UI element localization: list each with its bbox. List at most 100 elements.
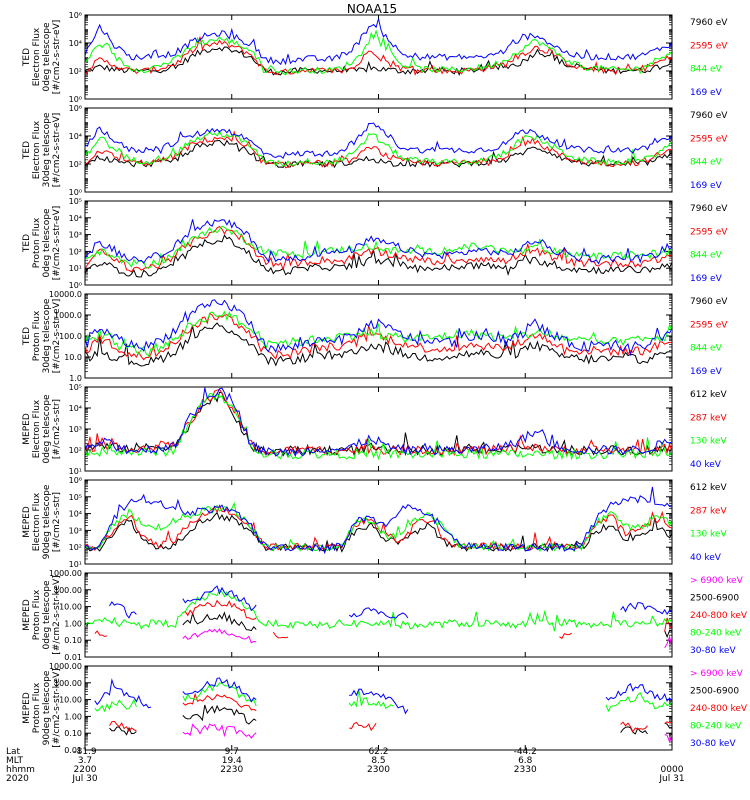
legend-label: 7960 eV	[690, 297, 728, 307]
y-axis-title-line: TED	[22, 141, 32, 160]
x-tick-label: 0000	[661, 765, 684, 775]
legend-label: 240-800 keV	[690, 611, 748, 621]
x-tick-label: 2230	[220, 765, 243, 775]
y-tick-label: 10⁴	[69, 404, 82, 413]
y-tick-label: 10⁰	[69, 281, 82, 290]
legend-label: 30-80 keV	[690, 739, 736, 749]
panel-3: 10⁰ 10¹ 10² 10³ 10⁴ 10⁵ TED Proton Flux 0deg tel…	[22, 197, 728, 290]
y-axis-title-line: 30deg telescope	[42, 112, 52, 187]
y-axis-title-line: 0deg telescope	[42, 22, 52, 92]
legend-label: 240-800 keV	[690, 704, 748, 714]
y-axis-title-line: [#/cm2-s-str-eV]	[52, 206, 62, 281]
legend-label: > 6900 keV	[690, 669, 744, 679]
x-tick-label: 2300	[367, 765, 390, 775]
series-line-2	[109, 704, 672, 736]
y-axis-title-line: 0deg telescope	[42, 580, 52, 650]
y-tick-label: 10⁴	[69, 39, 82, 48]
legend-label: 2500-6900	[690, 594, 739, 604]
series-line-4	[85, 122, 672, 160]
y-tick-label: 10⁴	[69, 214, 82, 223]
panel-frame	[84, 572, 673, 658]
x-tick-label: Jul 30	[71, 774, 97, 784]
y-tick-label: 10²	[69, 543, 82, 552]
x-tick-label: 19.4	[222, 756, 242, 766]
series-line-1	[85, 139, 672, 169]
y-tick-label: 10²	[69, 446, 82, 455]
y-tick-label: 10¹	[69, 560, 82, 569]
panel-1: 10⁰ 10² 10⁴ 10⁶ TED Electron Flux 0deg telesco…	[22, 11, 728, 104]
legend-label: 169 eV	[690, 88, 723, 98]
y-tick-label: 1000.0	[54, 311, 82, 320]
legend-label: 130 keV	[690, 530, 727, 540]
y-axis-title-line: MEPED	[22, 599, 32, 631]
legend-label: 844 eV	[690, 158, 723, 168]
legend-label: 2595 eV	[690, 41, 728, 51]
y-tick-label: 1.0	[69, 374, 82, 383]
series-line-3	[109, 692, 672, 733]
y-axis-title-line: 30deg telescope	[42, 298, 52, 373]
y-tick-label: 0.01	[64, 653, 82, 662]
y-axis-title-line: 90deg telescope	[42, 484, 52, 559]
y-tick-label: 10²	[69, 67, 82, 76]
y-tick-label: 0.01	[64, 746, 82, 755]
series-line-5	[94, 677, 672, 715]
y-axis-title-line: Proton Flux	[32, 682, 42, 733]
series-line-1	[182, 723, 672, 744]
y-axis-title-line: [#/cm2-s-str]	[52, 492, 62, 552]
legend-label: 169 eV	[690, 274, 723, 284]
y-tick-label: 10.00	[59, 696, 82, 705]
series-line-2	[85, 36, 672, 76]
legend-label: 7960 eV	[690, 18, 728, 28]
panel-7: 0.01 0.10 1.00 10.00 100.00 1000.00 MEPED Proto…	[22, 569, 748, 662]
y-axis-title-line: TED	[22, 327, 32, 346]
y-tick-label: 10⁴	[69, 132, 82, 141]
x-tick-label: 2200	[74, 765, 97, 775]
y-axis-title-line: MEPED	[22, 692, 32, 724]
x-tick-label: -44.2	[514, 747, 537, 757]
panel-2: 10⁰ 10² 10⁴ 10⁶ TED Electron Flux 30deg telesc…	[22, 104, 728, 197]
series-line-1	[85, 234, 672, 278]
y-axis-title-line: [#/cm2-s-str-keV]	[52, 575, 62, 654]
y-axis-title-line: Electron Flux	[32, 120, 42, 179]
panel-8: 0.01 0.10 1.00 10.00 100.00 1000.00 MEPED Proto…	[22, 662, 748, 755]
plot-title: NOAA15	[347, 2, 397, 16]
series-group	[85, 486, 672, 555]
y-tick-label: 10⁵	[69, 493, 82, 502]
x-tick-label: 3.7	[78, 756, 92, 766]
legend-label: 7960 eV	[690, 111, 728, 121]
legend-label: 2595 eV	[690, 134, 728, 144]
x-row-label: 2020	[6, 774, 29, 784]
series-group	[85, 122, 672, 169]
y-axis-title-line: Electron Flux	[32, 492, 42, 551]
y-tick-label: 10³	[69, 231, 82, 240]
series-group	[85, 299, 672, 367]
y-axis-title-line: [#/cm2-s-str-keV]	[52, 668, 62, 747]
legend-label: 2500-6900	[690, 687, 739, 697]
y-tick-label: 10.0	[64, 353, 82, 362]
series-line-4	[85, 219, 672, 265]
y-axis-title-line: TED	[22, 48, 32, 67]
y-tick-label: 10³	[69, 526, 82, 535]
legend-label: 287 keV	[690, 413, 727, 423]
series-line-1	[182, 628, 672, 649]
legend-label: 40 keV	[690, 553, 722, 563]
legend-label: 2595 eV	[690, 320, 728, 330]
x-row-label: MLT	[6, 756, 24, 766]
legend-label: 287 keV	[690, 506, 727, 516]
y-tick-label: 10⁶	[69, 476, 82, 485]
y-tick-label: 10³	[69, 425, 82, 434]
y-axis-title-line: MEPED	[22, 506, 32, 538]
legend-label: > 6900 keV	[690, 576, 744, 586]
y-axis-title-line: Electron Flux	[32, 27, 42, 86]
y-axis-title-line: 0deg telescope	[42, 394, 52, 464]
legend-label: 612 keV	[690, 483, 727, 493]
legend-label: 844 eV	[690, 65, 723, 75]
series-line-1	[85, 322, 672, 367]
y-tick-label: 1.00	[64, 712, 82, 721]
y-tick-label: 10²	[69, 160, 82, 169]
y-tick-label: 100.0	[59, 332, 82, 341]
panel-5: 10¹ 10² 10³ 10⁴ 10⁵ MEPED Electron Flux 0deg te…	[22, 383, 727, 476]
